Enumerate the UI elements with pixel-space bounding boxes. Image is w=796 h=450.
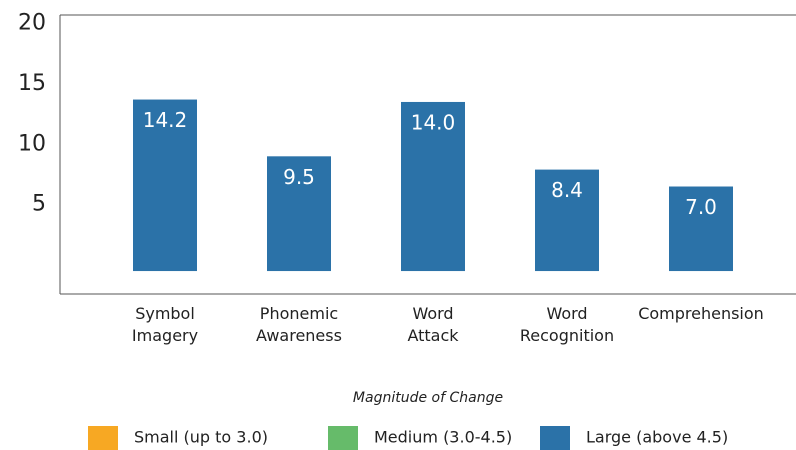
y-tick-label: 10 — [18, 131, 46, 156]
legend-label: Medium (3.0-4.5) — [374, 428, 512, 447]
y-tick-label: 20 — [18, 10, 46, 35]
value-label: 8.4 — [551, 178, 583, 202]
value-label: 14.0 — [411, 110, 456, 134]
bar — [535, 169, 599, 272]
legend-swatch — [540, 426, 570, 450]
value-label: 14.2 — [143, 108, 188, 132]
bar — [267, 156, 331, 272]
x-tick-label: Comprehension — [638, 304, 764, 323]
x-tick-label: Word Recognition — [520, 304, 614, 345]
x-tick-label: Symbol Imagery — [132, 304, 198, 345]
value-label: 7.0 — [685, 195, 717, 219]
bar — [669, 186, 733, 272]
x-tick-label: Word Attack — [407, 304, 459, 345]
legend-swatch — [328, 426, 358, 450]
value-label: 9.5 — [283, 165, 315, 189]
bar — [401, 101, 465, 272]
x-tick-label: Phonemic Awareness — [256, 304, 342, 345]
legend-swatch — [88, 426, 118, 450]
y-tick-label: 5 — [32, 192, 46, 217]
y-tick-label: 15 — [18, 71, 46, 96]
bar — [133, 99, 197, 272]
legend-title: Magnitude of Change — [353, 390, 503, 406]
legend-label: Large (above 4.5) — [586, 428, 728, 447]
legend-label: Small (up to 3.0) — [134, 428, 268, 447]
